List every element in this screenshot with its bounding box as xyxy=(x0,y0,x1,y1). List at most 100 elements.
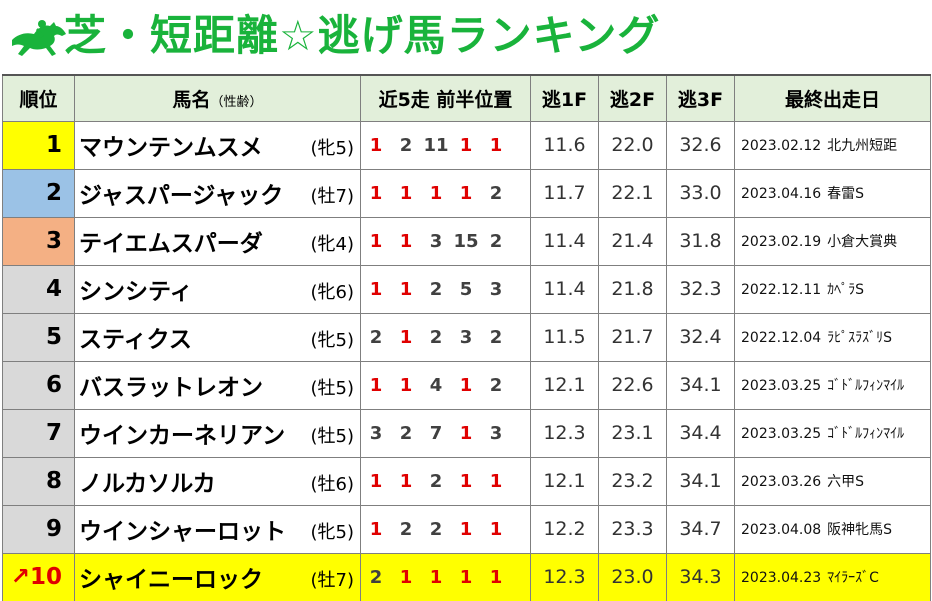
f3-time: 34.3 xyxy=(666,552,735,601)
position-value: 7 xyxy=(429,422,443,444)
ranking-table: 順位 馬名（性齢） 近5走 前半位置 逃1F 逃2F 逃3F 最終出走日 1 マウ… xyxy=(2,74,931,601)
f3-time: 34.1 xyxy=(666,360,735,410)
sex-age: (牡6) xyxy=(310,473,355,495)
position-value: 2 xyxy=(399,518,413,540)
horse-name: テイエムスパーダ xyxy=(79,231,263,257)
horse-name: ウインシャーロット xyxy=(79,519,286,545)
position-value: 2 xyxy=(399,422,413,444)
rank-number: 4 xyxy=(45,276,62,302)
last-race-date: 2022.12.11 xyxy=(741,282,822,298)
horse-name: シャイニーロック xyxy=(79,567,263,593)
position-value: 1 xyxy=(459,134,473,156)
f1-time: 12.1 xyxy=(530,456,599,506)
position-value: 1 xyxy=(489,566,503,588)
header-positions: 近5走 前半位置 xyxy=(360,74,531,122)
f3-time: 34.1 xyxy=(666,456,735,506)
f3-time: 34.7 xyxy=(666,504,735,554)
header-rank: 順位 xyxy=(2,74,75,122)
position-value: 1 xyxy=(369,230,383,252)
last-race-cell: 2023.03.25 ｺﾞﾄﾞﾙﾌｨﾝﾏｲﾙ xyxy=(734,408,931,458)
position-value: 1 xyxy=(399,278,413,300)
horse-name: シンシティ xyxy=(79,279,193,305)
page-title: 芝・短距離☆逃げ馬ランキング xyxy=(64,11,661,60)
last-race-name: 北九州短距 xyxy=(827,138,898,154)
f3-time: 32.3 xyxy=(666,264,735,314)
table-row: 2 ジャスパージャック (牡7) 1 1 1 1 2 11.7 22.1 33.0 2023.04.1… xyxy=(2,168,931,218)
horse-name-cell: ウインカーネリアン (牡5) xyxy=(74,408,361,458)
last-race-date: 2023.03.25 xyxy=(741,426,822,442)
position-value: 2 xyxy=(369,326,383,348)
header-name-sub: （性齢） xyxy=(210,94,263,110)
last-race-name: 阪神牝馬S xyxy=(827,522,893,538)
last-race-date: 2023.03.25 xyxy=(741,378,822,394)
last-race-cell: 2022.12.11 ｶﾍﾟﾗS xyxy=(734,264,931,314)
f2-time: 21.8 xyxy=(598,264,667,314)
header-f2: 逃2F xyxy=(598,74,667,122)
f1-time: 12.3 xyxy=(530,408,599,458)
position-value: 15 xyxy=(453,230,479,252)
last-race-cell: 2023.04.16 春雷S xyxy=(734,168,931,218)
last-race-date: 2023.04.08 xyxy=(741,522,822,538)
horse-name: マウンテンムスメ xyxy=(79,135,263,161)
position-value: 1 xyxy=(459,566,473,588)
last-race-date: 2022.12.04 xyxy=(741,330,822,346)
position-value: 1 xyxy=(399,566,413,588)
rank-number: 9 xyxy=(45,516,62,542)
position-value: 2 xyxy=(429,278,443,300)
position-value: 1 xyxy=(489,470,503,492)
last-race-date: 2023.04.16 xyxy=(741,186,822,202)
f3-time: 31.8 xyxy=(666,216,735,266)
last-race-cell: 2023.02.19 小倉大賞典 xyxy=(734,216,931,266)
horse-name-cell: テイエムスパーダ (牝4) xyxy=(74,216,361,266)
sex-age: (牡5) xyxy=(310,425,355,447)
last-race-name: ｺﾞﾄﾞﾙﾌｨﾝﾏｲﾙ xyxy=(827,378,905,394)
position-value: 2 xyxy=(429,470,443,492)
table-row: ↗10 シャイニーロック (牡7) 2 1 1 1 1 12.3 23.0 34.3 2023.04.… xyxy=(2,552,931,601)
positions-cell: 1 2 11 1 1 xyxy=(360,120,531,170)
horse-name: ウインカーネリアン xyxy=(79,423,286,449)
horse-name: ジャスパージャック xyxy=(79,183,284,209)
position-value: 3 xyxy=(369,422,383,444)
position-value: 2 xyxy=(429,326,443,348)
f2-time: 21.4 xyxy=(598,216,667,266)
position-value: 1 xyxy=(369,518,383,540)
position-value: 1 xyxy=(369,470,383,492)
last-race-date: 2023.03.26 xyxy=(741,474,822,490)
position-value: 11 xyxy=(423,134,449,156)
sex-age: (牝6) xyxy=(310,281,355,303)
last-race-cell: 2023.04.23 ﾏｲﾗｰｽﾞC xyxy=(734,552,931,601)
position-value: 2 xyxy=(489,182,503,204)
header-f1: 逃1F xyxy=(530,74,599,122)
last-race-cell: 2023.04.08 阪神牝馬S xyxy=(734,504,931,554)
position-value: 1 xyxy=(489,134,503,156)
f2-time: 23.0 xyxy=(598,552,667,601)
trend-arrow: ↗ xyxy=(10,564,30,590)
position-value: 3 xyxy=(429,230,443,252)
rank-cell: 6 xyxy=(2,360,75,410)
f1-time: 12.3 xyxy=(530,552,599,601)
table-row: 4 シンシティ (牝6) 1 1 2 5 3 11.4 21.8 32.3 2022.12.11 ｶﾍﾟ… xyxy=(2,264,931,314)
f1-time: 12.2 xyxy=(530,504,599,554)
rank-cell: 1 xyxy=(2,120,75,170)
rank-cell: 8 xyxy=(2,456,75,506)
f1-time: 11.7 xyxy=(530,168,599,218)
f3-time: 32.6 xyxy=(666,120,735,170)
last-race-cell: 2023.03.26 六甲S xyxy=(734,456,931,506)
rank-number: 5 xyxy=(45,324,62,350)
last-race-name: ｺﾞﾄﾞﾙﾌｨﾝﾏｲﾙ xyxy=(827,426,905,442)
position-value: 3 xyxy=(459,326,473,348)
horse-name-cell: ウインシャーロット (牝5) xyxy=(74,504,361,554)
position-value: 1 xyxy=(399,374,413,396)
f1-time: 11.6 xyxy=(530,120,599,170)
f2-time: 23.1 xyxy=(598,408,667,458)
rank-number: 10 xyxy=(29,564,62,590)
table-row: 7 ウインカーネリアン (牡5) 3 2 7 1 3 12.3 23.1 34.4 2023.03.2… xyxy=(2,408,931,458)
position-value: 2 xyxy=(489,374,503,396)
horse-name: ノルカソルカ xyxy=(79,471,216,497)
sex-age: (牝4) xyxy=(310,233,355,255)
sex-age: (牝5) xyxy=(310,521,355,543)
f1-time: 11.5 xyxy=(530,312,599,362)
position-value: 2 xyxy=(399,134,413,156)
